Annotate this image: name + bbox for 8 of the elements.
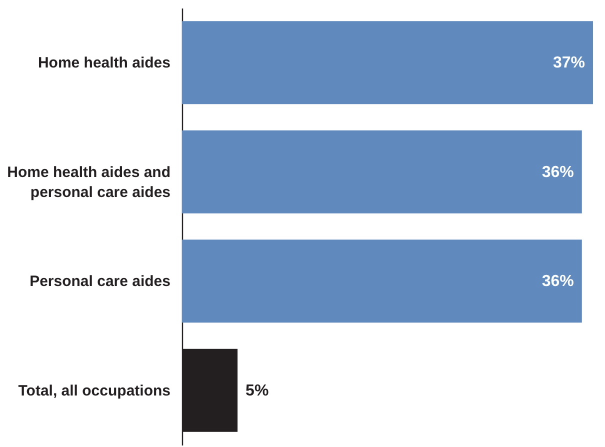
data-label: 36% (542, 273, 574, 290)
data-label: 36% (542, 164, 574, 181)
y-tick-label: Personal care aides (30, 273, 170, 290)
y-tick-label: Total, all occupations (18, 382, 170, 400)
data-label: 5% (246, 382, 269, 400)
data-label: 37% (552, 54, 585, 72)
y-tick-label: Home health aides and personal care aides (7, 164, 170, 201)
y-tick-label: Home health aides (38, 54, 170, 72)
